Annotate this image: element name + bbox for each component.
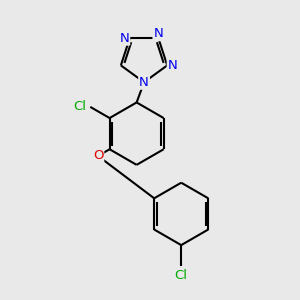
Text: N: N	[119, 32, 129, 45]
Text: O: O	[93, 149, 103, 162]
Text: N: N	[168, 59, 178, 72]
Text: N: N	[139, 76, 149, 89]
Text: Cl: Cl	[73, 100, 86, 113]
Text: Cl: Cl	[175, 269, 188, 282]
Text: N: N	[154, 27, 163, 40]
